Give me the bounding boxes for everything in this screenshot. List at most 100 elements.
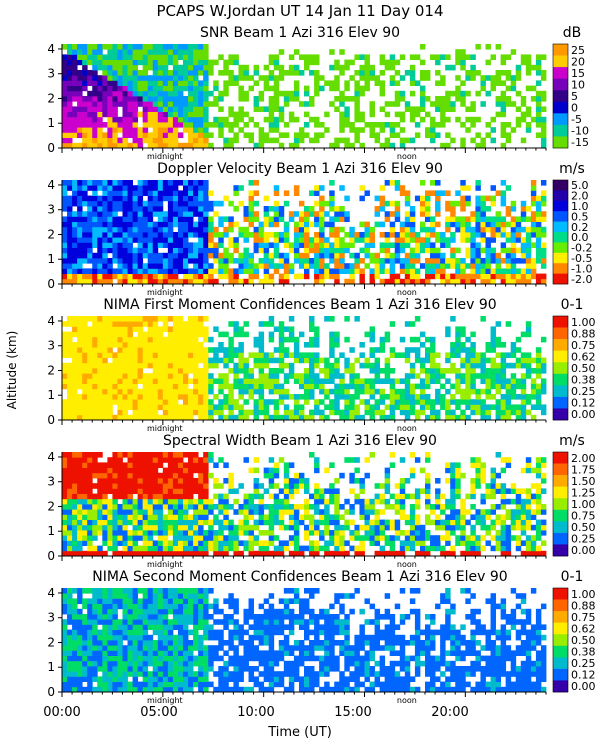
heatmap-cell <box>127 347 133 353</box>
heatmap-cell <box>218 342 224 348</box>
heatmap-cell <box>112 116 118 123</box>
heatmap-cell <box>319 221 325 228</box>
heatmap-cell <box>183 498 189 505</box>
heatmap-cell <box>127 483 133 489</box>
heatmap-cell <box>62 226 68 233</box>
heatmap-cell <box>167 326 174 332</box>
heatmap-cell <box>425 352 431 358</box>
heatmap-cell <box>92 127 98 133</box>
heatmap-cell <box>62 519 68 526</box>
heatmap-cell <box>278 216 285 222</box>
heatmap-cell <box>309 452 315 458</box>
heatmap-cell <box>137 237 144 243</box>
heatmap-cell <box>430 137 436 144</box>
heatmap-cell <box>137 278 144 285</box>
heatmap-cell <box>67 263 73 269</box>
heatmap-cell <box>167 242 174 248</box>
heatmap-cell <box>183 116 189 123</box>
heatmap-cell <box>72 122 78 128</box>
heatmap-cell <box>172 357 179 364</box>
heatmap-cell <box>293 483 300 489</box>
heatmap-cell <box>67 457 73 463</box>
heatmap-cell <box>177 383 184 390</box>
heatmap-cell <box>62 247 68 254</box>
heatmap-cell <box>278 488 285 494</box>
heatmap-cell <box>188 550 194 557</box>
heatmap-cell <box>137 498 144 505</box>
heatmap-cell <box>233 206 239 212</box>
heatmap-cell <box>228 273 234 280</box>
heatmap-cell <box>177 493 184 500</box>
heatmap-cell <box>203 530 209 536</box>
heatmap-cell <box>218 122 224 128</box>
heatmap-cell <box>384 378 391 384</box>
heatmap-cell <box>309 409 315 416</box>
heatmap-cell <box>530 200 537 207</box>
heatmap-cell <box>152 85 159 92</box>
heatmap-cell <box>233 132 239 138</box>
heatmap-cell <box>475 70 481 76</box>
heatmap-cell <box>293 535 300 541</box>
heatmap-cell <box>288 488 295 494</box>
heatmap-cell <box>339 111 345 118</box>
heatmap-cell <box>354 96 360 102</box>
heatmap-cell <box>203 331 209 338</box>
heatmap-cell <box>112 498 118 505</box>
heatmap-cell <box>198 357 204 364</box>
heatmap-cell <box>198 404 204 410</box>
heatmap-cell <box>233 509 239 515</box>
heatmap-cell <box>253 524 260 531</box>
heatmap-cell <box>107 127 113 133</box>
heatmap-cell <box>273 127 280 133</box>
heatmap-cell <box>238 550 244 557</box>
heatmap-cell <box>92 321 98 327</box>
heatmap-cell <box>293 142 300 149</box>
heatmap-cell <box>157 316 164 322</box>
heatmap-cell <box>404 268 411 274</box>
heatmap-cell <box>379 59 386 66</box>
heatmap-cell <box>203 535 209 541</box>
heatmap-cell <box>243 232 249 238</box>
heatmap-cell <box>399 352 406 358</box>
heatmap-cell <box>465 221 471 228</box>
heatmap-cell <box>419 409 426 416</box>
heatmap-cell <box>147 111 154 118</box>
heatmap-cell <box>62 70 68 76</box>
heatmap-cell <box>480 206 486 212</box>
heatmap-cell <box>419 116 426 123</box>
heatmap-cell <box>137 519 144 526</box>
heatmap-cell <box>339 122 345 128</box>
heatmap-cell <box>283 122 290 128</box>
heatmap-cell <box>520 388 527 395</box>
heatmap-cell <box>389 321 396 327</box>
heatmap-cell <box>147 457 154 463</box>
heatmap-cell <box>465 226 471 233</box>
colorbar-label: 0.75 <box>571 339 596 352</box>
heatmap-cell <box>354 383 360 390</box>
heatmap-cell <box>72 247 78 254</box>
heatmap-cell <box>137 336 144 343</box>
heatmap-cell <box>480 268 486 274</box>
heatmap-cell <box>162 352 169 358</box>
heatmap-cell <box>273 64 280 71</box>
heatmap-cell <box>218 347 224 353</box>
heatmap-cell <box>248 545 254 552</box>
heatmap-cell <box>152 457 159 463</box>
heatmap-cell <box>137 530 144 536</box>
heatmap-cell <box>515 122 522 128</box>
heatmap-cell <box>460 54 466 60</box>
heatmap-cell <box>137 137 144 144</box>
heatmap-cell <box>425 263 431 269</box>
heatmap-cell <box>162 75 169 81</box>
heatmap-cell <box>112 414 118 421</box>
heatmap-cell <box>404 101 411 107</box>
heatmap-cell <box>238 226 244 233</box>
heatmap-cell <box>203 472 209 479</box>
heatmap-cell <box>82 75 88 81</box>
heatmap-cell <box>122 498 128 505</box>
heatmap-cell <box>223 90 229 97</box>
heatmap-cell <box>314 190 320 196</box>
heatmap-cell <box>152 278 159 285</box>
heatmap-cell <box>122 368 128 374</box>
heatmap-cell <box>359 550 365 557</box>
